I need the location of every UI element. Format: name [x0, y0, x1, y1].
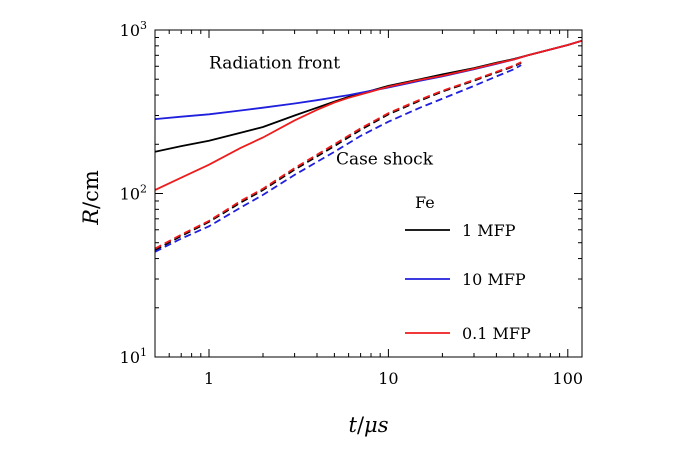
x-axis-unit: μs — [364, 413, 389, 437]
x-tick-label: 1 — [204, 369, 214, 388]
y-axis-sep: / — [79, 201, 103, 209]
x-axis-var: t — [349, 413, 358, 437]
y-axis-label: R/cm — [79, 170, 103, 226]
legend-label-1-mfp: 1 MFP — [462, 221, 516, 240]
series-layer — [155, 39, 582, 253]
y-tick-label: 102 — [120, 183, 147, 204]
annotation-radiation-front: Radiation front — [209, 54, 340, 74]
legend-label-10-mfp: 10 MFP — [462, 270, 526, 289]
series-case-shock-10-mfp — [155, 64, 522, 253]
plot-frame — [154, 29, 583, 358]
ticks-layer: 1 10 100 101 102 103 — [120, 19, 583, 388]
annotation-case-shock: Case shock — [336, 150, 434, 170]
x-axis-label: t/μs — [349, 413, 389, 437]
series-radiation-front-10-mfp — [155, 39, 582, 120]
series-case-shock-0-1-mfp — [155, 61, 522, 250]
legend-title: Fe — [415, 193, 435, 212]
legend-label-0-1-mfp: 0.1 MFP — [462, 324, 531, 343]
y-axis-var: R — [79, 209, 103, 226]
x-tick-label: 10 — [378, 369, 398, 388]
series-radiation-front-0-1-mfp — [155, 39, 582, 191]
x-tick-label: 100 — [553, 369, 584, 388]
legend: Fe 1 MFP 10 MFP 0.1 MFP — [405, 193, 531, 343]
y-tick-label: 101 — [120, 346, 147, 367]
y-axis-unit: cm — [79, 170, 103, 202]
x-axis-sep: / — [357, 413, 365, 437]
y-tick-label: 103 — [120, 19, 147, 40]
